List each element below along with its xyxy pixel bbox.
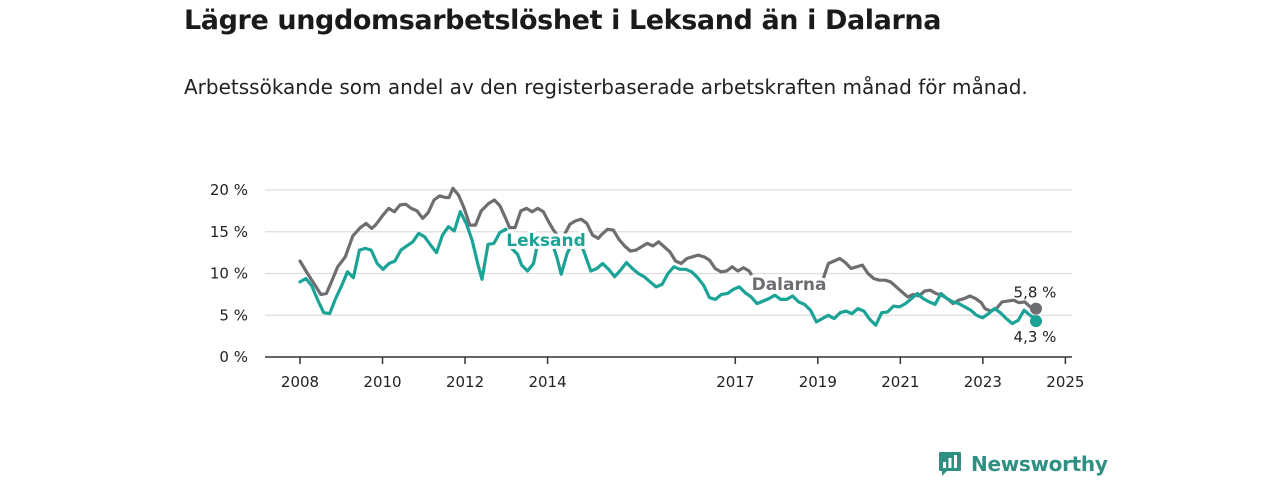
series-label-leksand: Leksand [506, 231, 586, 251]
x-tick-label: 2010 [363, 373, 401, 391]
y-tick-label: 15 % [210, 223, 248, 241]
y-tick-label: 0 % [219, 348, 248, 366]
x-tick-label: 2017 [716, 373, 754, 391]
x-tick-label: 2012 [446, 373, 484, 391]
series-lines [298, 186, 1042, 328]
y-axis-ticks: 0 % 5 % 10 % 15 % 20 % [210, 181, 248, 366]
newsworthy-logo[interactable]: Newsworthy [938, 449, 1108, 479]
chart-title: Lägre ungdomsarbetslöshet i Leksand än i… [184, 5, 942, 36]
end-label-dalarna: 5,8 % [1014, 284, 1057, 302]
y-tick-label: 5 % [219, 306, 248, 324]
newsworthy-chart-icon [939, 452, 961, 476]
y-tick-label: 20 % [210, 181, 248, 199]
series-label-dalarna: Dalarna [752, 275, 827, 295]
end-point-dalarna [1030, 302, 1042, 315]
x-tick-label: 2021 [881, 373, 919, 391]
x-tick-label: 2014 [528, 373, 566, 391]
series-line-leksand [298, 210, 1038, 327]
x-tick-label: 2023 [964, 373, 1002, 391]
series-label-leksand-halo: Leksand [506, 231, 586, 251]
chart-subtitle: Arbetssökande som andel av den registerb… [184, 75, 1028, 99]
logo-text: Newsworthy [971, 452, 1108, 476]
series-label-dalarna-halo: Dalarna [752, 275, 827, 295]
y-tick-label: 10 % [210, 265, 248, 283]
x-tick-label: 2025 [1046, 373, 1084, 391]
x-tick-label: 2019 [799, 373, 837, 391]
line-chart: 0 %5 %10 %15 %20 % 2008 2010 2012 2014 2017 2… [210, 181, 1085, 391]
x-tick-label: 2008 [281, 373, 319, 391]
end-label-leksand: 4,3 % [1014, 328, 1057, 346]
x-axis-ticks: 2008 2010 2012 2014 2017 2019 2021 2023 2025 [281, 357, 1084, 391]
gridlines [265, 189, 1072, 358]
end-point-leksand [1030, 315, 1042, 328]
series-line-dalarna [298, 186, 1038, 313]
